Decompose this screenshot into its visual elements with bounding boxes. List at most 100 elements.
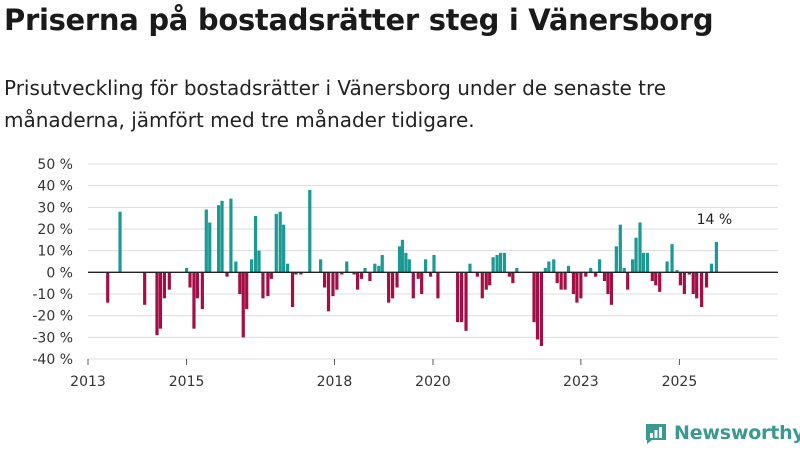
- bar: [229, 198, 233, 273]
- bar: [665, 261, 669, 273]
- bar: [507, 272, 511, 277]
- bar: [377, 265, 381, 273]
- bar: [552, 259, 556, 273]
- bar: [645, 252, 649, 273]
- bar: [515, 268, 519, 273]
- y-tick-label: 0 %: [46, 265, 73, 281]
- x-tick-label: 2013: [70, 374, 106, 390]
- x-tick-label: 2015: [169, 374, 205, 390]
- page-subtitle: Prisutveckling för bostadsrätter i Väner…: [4, 76, 667, 132]
- bar: [400, 239, 405, 273]
- bar: [167, 272, 171, 290]
- y-tick-label: 20 %: [37, 222, 73, 238]
- bar: [614, 246, 618, 273]
- bar: [416, 272, 420, 279]
- bar: [241, 272, 245, 338]
- bar: [456, 272, 460, 323]
- bar-series: [106, 190, 718, 346]
- y-tick-label: 40 %: [37, 179, 73, 195]
- bar: [428, 272, 433, 277]
- bar: [700, 272, 704, 307]
- bar: [274, 213, 278, 273]
- y-tick-label: 50 %: [37, 157, 73, 173]
- bar: [709, 263, 714, 273]
- bar: [609, 272, 614, 305]
- bar: [245, 272, 249, 310]
- last-value-label: 14 %: [697, 212, 733, 228]
- bar: [192, 272, 196, 329]
- bar: [606, 272, 610, 294]
- bar: [106, 272, 110, 303]
- bar: [319, 259, 323, 273]
- bar: [502, 252, 507, 273]
- brand-name: Newsworthy: [674, 422, 800, 444]
- bar: [390, 272, 395, 299]
- y-tick-label: 30 %: [37, 200, 73, 216]
- bar: [143, 272, 147, 305]
- bar: [404, 252, 408, 273]
- bar: [411, 272, 415, 299]
- bar: [250, 259, 254, 273]
- bar: [571, 272, 576, 294]
- bar: [589, 268, 593, 273]
- bar: [714, 242, 718, 273]
- brand-logo: Newsworthy: [644, 419, 800, 447]
- bar: [188, 272, 192, 288]
- bar: [208, 222, 212, 273]
- bar: [511, 272, 515, 284]
- bar: [363, 268, 367, 273]
- bar: [594, 272, 598, 277]
- bar: [257, 250, 261, 273]
- bar: [368, 272, 372, 281]
- bar: [563, 272, 567, 290]
- bar: [432, 255, 436, 273]
- bar: [480, 272, 484, 299]
- bar: [695, 272, 699, 299]
- x-tick-label: 2025: [662, 374, 698, 390]
- y-tick-label: -30 %: [32, 330, 73, 346]
- bar: [420, 272, 424, 294]
- bar: [286, 263, 290, 273]
- bar: [626, 272, 630, 290]
- y-tick-label: -20 %: [32, 309, 73, 325]
- bar: [543, 268, 547, 273]
- bar: [468, 263, 472, 273]
- bar: [424, 259, 428, 273]
- newsworthy-logo-icon: [646, 424, 666, 444]
- bar: [704, 272, 709, 288]
- bar: [459, 272, 464, 323]
- bar: [331, 272, 335, 297]
- bar: [326, 272, 331, 312]
- bar: [495, 255, 499, 273]
- bar: [359, 272, 364, 279]
- bar: [238, 272, 242, 294]
- bar: [559, 272, 563, 290]
- bar: [532, 272, 536, 323]
- bar: [162, 272, 166, 299]
- bar: [555, 272, 559, 284]
- bar: [118, 211, 122, 273]
- bar: [597, 259, 602, 273]
- bar: [340, 272, 344, 275]
- bar: [355, 272, 360, 290]
- bar: [575, 272, 579, 303]
- bar: [539, 272, 544, 346]
- bar: [335, 272, 339, 290]
- bar: [269, 272, 273, 279]
- bar: [658, 272, 662, 292]
- bar: [654, 272, 658, 286]
- x-tick-label: 2018: [317, 374, 353, 390]
- x-tick-label: 2020: [415, 374, 451, 390]
- bar: [618, 224, 622, 273]
- bar: [261, 272, 265, 299]
- bar: [387, 272, 391, 303]
- y-tick-label: 10 %: [37, 244, 73, 260]
- bar: [282, 224, 286, 273]
- bar: [650, 272, 654, 281]
- bar: [631, 259, 635, 273]
- bar: [204, 209, 208, 273]
- bar: [308, 190, 312, 273]
- bar: [678, 272, 683, 286]
- bar: [397, 246, 402, 273]
- bar: [579, 272, 583, 299]
